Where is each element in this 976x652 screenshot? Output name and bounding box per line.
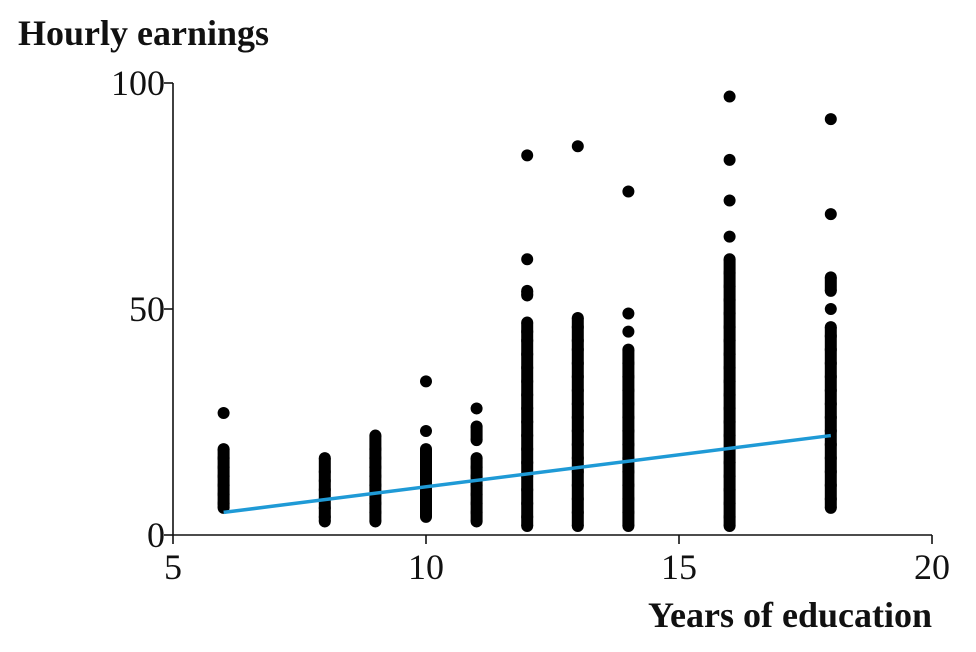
- data-point: [824, 303, 837, 315]
- data-point: [622, 307, 635, 320]
- axis-ticks: 5 10 15 20 0 50 100: [111, 63, 950, 587]
- data-point: [622, 325, 635, 338]
- data-point: [622, 185, 635, 198]
- x-tick-label: 20: [914, 547, 950, 587]
- x-axis-title: Years of education: [648, 595, 932, 635]
- x-tick-label: 15: [661, 547, 697, 587]
- data-point: [470, 402, 483, 415]
- data-point: [521, 253, 534, 266]
- x-tick-label: 10: [408, 547, 444, 587]
- x-tick-label: 5: [164, 547, 182, 587]
- regression-line: [223, 433, 832, 515]
- data-point: [824, 113, 837, 126]
- data-point: [420, 425, 432, 438]
- y-tick-label: 50: [129, 289, 165, 329]
- y-tick-label: 100: [111, 63, 165, 103]
- data-point: [571, 140, 584, 153]
- data-point: [824, 208, 837, 221]
- data-point: [723, 153, 736, 166]
- data-point: [723, 194, 736, 207]
- data-point: [217, 406, 230, 419]
- y-tick-label: 0: [147, 515, 165, 555]
- data-point: [420, 375, 432, 388]
- data-point: [723, 230, 736, 243]
- y-axis-title: Hourly earnings: [18, 13, 269, 53]
- data-point: [723, 90, 736, 103]
- scatter-points: [217, 90, 837, 532]
- data-point: [521, 149, 534, 162]
